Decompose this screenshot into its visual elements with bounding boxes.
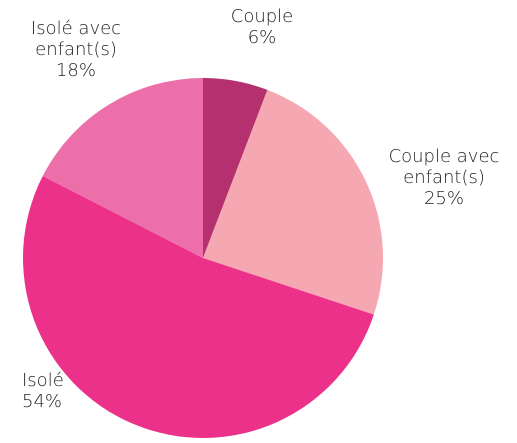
slice-label: Couple avec enfant(s) 25% bbox=[384, 146, 504, 209]
slice-label: Couple 6% bbox=[202, 6, 322, 48]
value-label: 25% bbox=[423, 188, 464, 209]
pie-slice bbox=[42, 78, 203, 258]
category-label: Couple avec enfant(s) bbox=[388, 146, 500, 188]
category-label: Isolé avec enfant(s) bbox=[30, 18, 122, 60]
value-label: 54% bbox=[22, 391, 63, 412]
slice-label: Isolé 54% bbox=[2, 370, 142, 412]
pie-slice bbox=[203, 89, 384, 315]
category-label: Couple bbox=[230, 6, 294, 27]
value-label: 18% bbox=[55, 60, 96, 81]
value-label: 6% bbox=[247, 27, 277, 48]
pie-slice bbox=[23, 176, 374, 438]
pie-slice bbox=[203, 78, 268, 258]
slice-label: Isolé avec enfant(s) 18% bbox=[16, 18, 136, 81]
category-label: Isolé bbox=[22, 370, 64, 391]
